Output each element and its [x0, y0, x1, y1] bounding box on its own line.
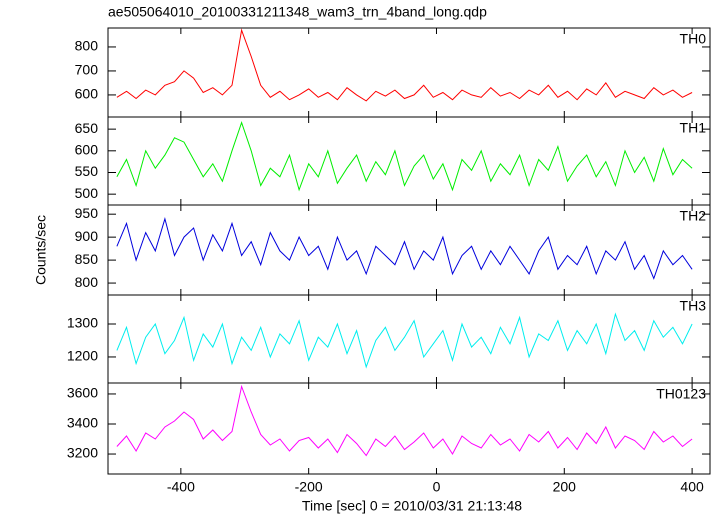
- y-tick-label: 1200: [67, 348, 98, 364]
- y-tick-label: 3400: [67, 415, 98, 431]
- chart-title: ae505064010_20100331211348_wam3_trn_4ban…: [108, 4, 487, 20]
- panel-frame: [107, 382, 711, 475]
- data-line: [116, 121, 693, 192]
- y-tick-label: 800: [75, 274, 99, 290]
- y-tick-label: 1300: [67, 315, 98, 331]
- y-tick-label: 3600: [67, 385, 98, 401]
- y-tick-label: 950: [75, 205, 99, 221]
- y-tick-label: 700: [75, 62, 99, 78]
- legend-label: TH1: [680, 120, 707, 136]
- data-line: [116, 216, 693, 280]
- x-tick-label: -400: [167, 479, 195, 495]
- y-tick-label: 500: [75, 185, 99, 201]
- legend-label: TH0: [680, 31, 707, 47]
- data-line: [116, 312, 693, 369]
- legend-label: TH2: [680, 208, 707, 224]
- data-line: [116, 384, 693, 457]
- x-tick-label: 0: [433, 479, 441, 495]
- y-tick-label: 650: [75, 120, 99, 136]
- x-tick-label: 400: [680, 479, 704, 495]
- y-axis-label: Counts/sec: [33, 215, 49, 285]
- legend-label: TH0123: [656, 386, 706, 402]
- data-line: [116, 28, 693, 102]
- y-tick-label: 600: [75, 142, 99, 158]
- y-tick-label: 800: [75, 38, 99, 54]
- x-tick-label: 200: [553, 479, 577, 495]
- x-axis-label: Time [sec] 0 = 2010/03/31 21:13:48: [302, 498, 522, 514]
- legend-label: TH3: [680, 298, 707, 314]
- x-tick-label: -200: [295, 479, 323, 495]
- y-tick-label: 900: [75, 228, 99, 244]
- y-tick-label: 550: [75, 163, 99, 179]
- y-tick-label: 3200: [67, 445, 98, 461]
- y-tick-label: 850: [75, 251, 99, 267]
- y-tick-label: 600: [75, 86, 99, 102]
